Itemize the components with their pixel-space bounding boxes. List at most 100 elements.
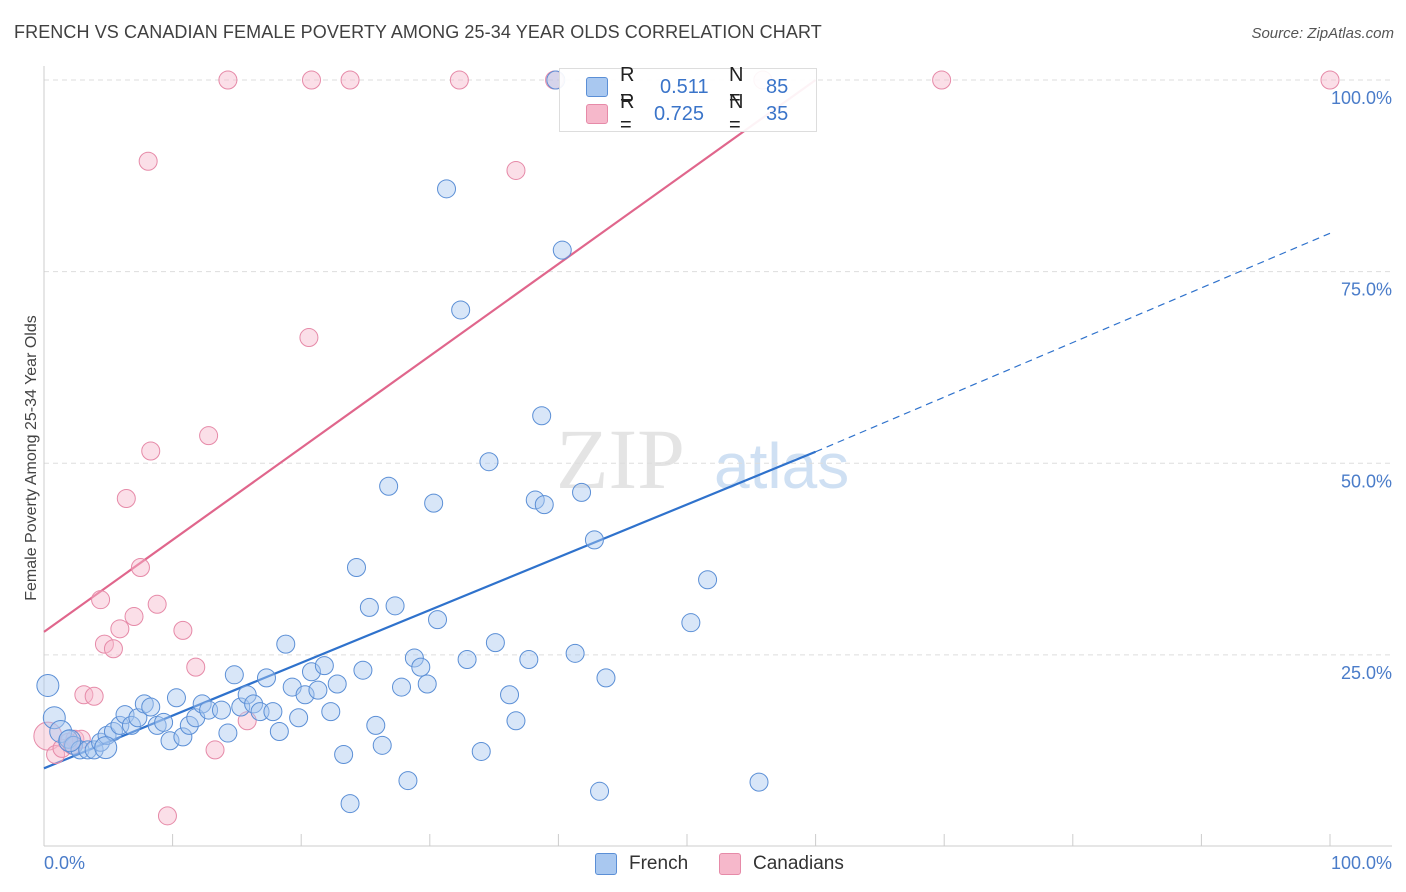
bottom-legend-swatch-canadians bbox=[719, 853, 741, 875]
point-french-48 bbox=[353, 660, 373, 680]
point-french-55 bbox=[398, 771, 418, 791]
point-french-31 bbox=[244, 694, 264, 714]
y-tick-label-100: 100.0% bbox=[1331, 88, 1392, 108]
point-french-45 bbox=[334, 745, 354, 765]
point-french-62 bbox=[451, 300, 471, 320]
point-french-70 bbox=[525, 490, 545, 510]
stats-legend: R = 0.511 N = 85 R = 0.725 N = 35 bbox=[559, 64, 817, 136]
legend-french-r-value: 0.511 bbox=[660, 75, 709, 98]
point-french-19 bbox=[160, 731, 180, 751]
point-french-38 bbox=[289, 708, 309, 728]
point-french-46 bbox=[340, 794, 360, 814]
point-french-7 bbox=[84, 740, 104, 760]
y-axis-label: Female Poverty Among 25-34 Year Olds bbox=[23, 315, 40, 601]
point-french-56 bbox=[404, 648, 424, 668]
point-french-16 bbox=[141, 697, 161, 717]
point-french-72 bbox=[534, 495, 554, 515]
point-french-81 bbox=[698, 570, 718, 590]
watermark: ZIP atlas bbox=[556, 411, 849, 507]
point-french-50 bbox=[366, 715, 386, 735]
point-french-26 bbox=[211, 700, 231, 720]
point-canadians-11 bbox=[110, 619, 130, 639]
point-french-49 bbox=[359, 597, 379, 617]
point-french-64 bbox=[471, 741, 491, 761]
point-canadians-17 bbox=[147, 594, 167, 614]
point-french-42 bbox=[314, 656, 334, 676]
point-canadians-21 bbox=[199, 426, 219, 446]
point-french-5 bbox=[70, 740, 90, 760]
point-french-22 bbox=[179, 715, 199, 735]
point-french-0 bbox=[36, 674, 60, 698]
point-french-28 bbox=[224, 665, 244, 685]
point-french-11 bbox=[110, 715, 130, 735]
source-label: Source: ZipAtlas.com bbox=[1251, 25, 1394, 42]
point-canadians-25 bbox=[301, 70, 321, 90]
bottom-legend-swatch-french bbox=[595, 853, 617, 875]
point-french-60 bbox=[428, 610, 448, 630]
trend-line-french bbox=[43, 450, 817, 770]
point-french-67 bbox=[500, 685, 520, 705]
point-canadians-28 bbox=[449, 70, 469, 90]
trend-lines bbox=[43, 79, 1331, 770]
bottom-legend-french: French bbox=[595, 852, 688, 876]
bottom-legend-canadians: Canadians bbox=[719, 852, 844, 876]
point-french-21 bbox=[173, 727, 193, 747]
point-french-44 bbox=[327, 674, 347, 694]
point-french-30 bbox=[237, 685, 257, 705]
bottom-legend-label-canadians: Canadians bbox=[753, 853, 844, 874]
legend-canadians-n-label: N = bbox=[729, 91, 744, 136]
point-french-82 bbox=[749, 772, 769, 792]
point-french-33 bbox=[256, 668, 276, 688]
point-canadians-29 bbox=[506, 160, 526, 180]
point-french-29 bbox=[231, 697, 251, 717]
point-french-83 bbox=[94, 736, 118, 760]
point-french-57 bbox=[411, 657, 431, 677]
point-french-35 bbox=[269, 722, 289, 742]
point-canadians-20 bbox=[186, 657, 206, 677]
point-french-58 bbox=[417, 674, 437, 694]
axes bbox=[43, 66, 1392, 847]
legend-canadians-r-value: 0.725 bbox=[654, 102, 705, 125]
point-french-61 bbox=[437, 179, 457, 199]
point-canadians-12 bbox=[116, 489, 136, 509]
point-french-59 bbox=[424, 493, 444, 513]
bottom-legend-label-french: French bbox=[629, 853, 689, 874]
point-canadians-7 bbox=[84, 686, 104, 706]
point-canadians-10 bbox=[103, 639, 123, 659]
point-french-84 bbox=[58, 729, 82, 753]
trend-line-canadians bbox=[43, 79, 817, 633]
data-points bbox=[33, 70, 1340, 826]
point-french-65 bbox=[479, 452, 499, 472]
point-french-43 bbox=[321, 702, 341, 722]
point-french-71 bbox=[532, 406, 552, 426]
point-canadians-16 bbox=[141, 441, 161, 461]
legend-french-r-label: R = bbox=[620, 64, 635, 109]
point-french-1 bbox=[42, 706, 66, 730]
point-french-20 bbox=[166, 688, 186, 708]
point-french-79 bbox=[596, 668, 616, 688]
point-canadians-22 bbox=[205, 740, 225, 760]
point-french-41 bbox=[308, 680, 328, 700]
point-french-53 bbox=[385, 596, 405, 616]
point-canadians-23 bbox=[218, 70, 238, 90]
point-french-12 bbox=[115, 705, 135, 725]
point-french-74 bbox=[552, 240, 572, 260]
point-canadians-26 bbox=[299, 328, 319, 348]
point-french-69 bbox=[519, 649, 539, 669]
point-canadians-9 bbox=[94, 634, 114, 654]
point-french-63 bbox=[457, 649, 477, 669]
legend-canadians-n-value: 35 bbox=[766, 102, 789, 125]
point-canadians-8 bbox=[91, 590, 111, 610]
point-canadians-27 bbox=[340, 70, 360, 90]
point-french-52 bbox=[379, 476, 399, 496]
grid bbox=[44, 79, 1392, 656]
watermark-zip: ZIP bbox=[556, 411, 685, 507]
y-ticks: 25.0% 50.0% 75.0% 100.0% bbox=[1331, 88, 1392, 683]
point-french-76 bbox=[572, 482, 592, 502]
legend-swatch-french bbox=[586, 77, 608, 97]
point-french-47 bbox=[346, 557, 366, 577]
point-french-34 bbox=[263, 702, 283, 722]
legend-french-n-label: N = bbox=[729, 64, 744, 109]
x-tick-max: 100.0% bbox=[1331, 853, 1392, 873]
point-french-27 bbox=[218, 723, 238, 743]
